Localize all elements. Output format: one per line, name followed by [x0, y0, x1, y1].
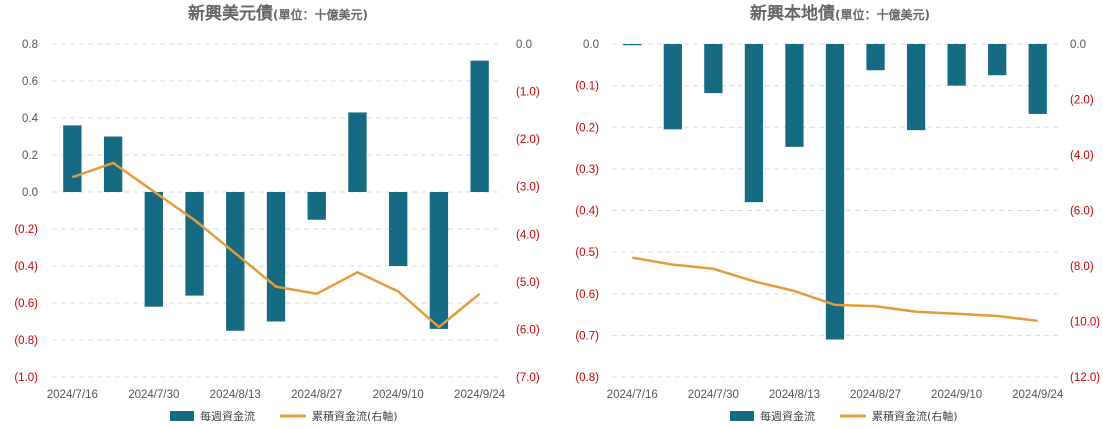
chart-title-main: 新興美元債	[188, 3, 273, 24]
right-axis-tick-label: (4.0)	[516, 229, 540, 241]
left-axis-tick-label: (0.2)	[14, 224, 38, 236]
left-axis-tick-label: (0.2)	[575, 122, 599, 134]
right-axis-tick-label: (2.0)	[516, 134, 540, 146]
left-axis-tick-label: (0.8)	[575, 372, 599, 384]
x-axis-tick-label: 2024/9/24	[1012, 389, 1064, 401]
weekly-flow-bar	[744, 44, 764, 203]
weekly-flow-bar	[947, 44, 966, 86]
weekly-flow-bar	[63, 125, 82, 192]
chart-title: 新興本地債(單位：十億美元)	[750, 3, 930, 24]
x-axis-tick-label: 2024/7/30	[128, 389, 179, 401]
legend-bar-label: 每週資金流	[760, 409, 815, 423]
legend: 每週資金流 累積資金流(右軸)	[730, 409, 958, 423]
right-axis-tick-label: (12.0)	[1070, 372, 1100, 384]
weekly-flow-bar	[825, 44, 845, 340]
x-axis-tick-label: 2024/8/27	[291, 389, 342, 401]
legend-bar-swatch	[730, 411, 754, 421]
weekly-flow-bar	[185, 192, 204, 296]
left-axis-tick-label: 0.0	[22, 187, 38, 199]
legend-line-label: 累積資金流(右軸)	[312, 409, 398, 423]
left-axis-tick-label: (0.4)	[575, 206, 599, 218]
chart-1: 新興美元債(單位：十億美元) 0.8 0.6 0.4 0.2 0.0 (0.2) (0.4) (…	[14, 3, 539, 423]
right-axis-tick-label: (7.0)	[516, 372, 540, 384]
right-axis-tick-label: 0.0	[1070, 39, 1086, 51]
x-axis-tick-label: 2024/7/30	[688, 389, 739, 401]
x-axis-tick-label: 2024/7/16	[607, 389, 658, 401]
weekly-flow-bar	[704, 44, 723, 94]
left-axis-tick-label: (0.7)	[575, 330, 599, 342]
left-axis-tick-label: (0.6)	[575, 289, 599, 301]
x-axis-tick-label: 2024/8/13	[210, 389, 261, 401]
right-axis-tick-label: (6.0)	[516, 324, 540, 336]
x-axis-tick-label: 2024/9/24	[454, 389, 506, 401]
cumulative-flow-line	[71, 161, 481, 329]
x-axis-tick-label: 2024/8/27	[850, 389, 901, 401]
weekly-flow-bar	[785, 44, 804, 147]
right-axis-tick-label: (10.0)	[1070, 317, 1100, 329]
left-axis-tick-label: (0.3)	[575, 164, 599, 176]
x-axis-tick-label: 2024/8/13	[769, 389, 820, 401]
left-axis-tick-label: (0.4)	[14, 261, 38, 273]
right-axis-tick-label: (5.0)	[516, 277, 540, 289]
weekly-flow-bar	[226, 192, 245, 331]
left-axis-tick-label: 0.2	[22, 150, 38, 162]
left-axis-tick-label: (0.1)	[575, 81, 599, 93]
right-axis-tick-label: (6.0)	[1070, 206, 1094, 218]
left-axis-tick-label: (0.6)	[14, 298, 38, 310]
chart-title: 新興美元債(單位：十億美元)	[188, 3, 368, 24]
chart-title-unit: (單位：十億美元)	[835, 7, 930, 22]
weekly-flow-bar	[144, 192, 163, 307]
chart-2: 新興本地債(單位：十億美元) 0.0 (0.1) (0.2) (0.3) (0.4) (0.…	[575, 3, 1100, 423]
left-axis-tick-label: (0.8)	[14, 335, 38, 347]
legend-line-label: 累積資金流(右軸)	[872, 409, 958, 423]
right-axis-tick-label: (3.0)	[516, 182, 540, 194]
weekly-flow-bar	[988, 44, 1007, 76]
weekly-flow-bar	[906, 44, 926, 131]
weekly-flow-bar	[623, 44, 642, 46]
weekly-flow-bar	[307, 192, 326, 220]
legend-bar-swatch	[170, 411, 194, 421]
right-axis-tick-label: (2.0)	[1070, 95, 1094, 107]
right-axis-tick-label: (1.0)	[516, 87, 540, 99]
right-axis-tick-label: (8.0)	[1070, 261, 1094, 273]
left-axis-tick-label: (1.0)	[14, 372, 38, 384]
x-axis-tick-label: 2024/9/10	[931, 389, 982, 401]
left-axis-tick-label: 0.6	[22, 76, 38, 88]
x-axis-tick-label: 2024/7/16	[47, 389, 98, 401]
legend: 每週資金流 累積資金流(右軸)	[170, 409, 398, 423]
weekly-flow-bar	[1028, 44, 1047, 114]
weekly-flow-bar	[470, 60, 489, 193]
cumulative-flow-line	[632, 256, 1038, 323]
left-axis-tick-label: 0.4	[22, 113, 39, 125]
left-axis-tick-label: 0.0	[583, 39, 599, 51]
x-axis-tick-label: 2024/9/10	[373, 389, 424, 401]
left-axis-tick-label: (0.5)	[575, 247, 599, 259]
weekly-flow-bar	[389, 192, 408, 266]
weekly-flow-bar	[663, 44, 682, 130]
right-axis-tick-label: 0.0	[516, 39, 532, 51]
legend-bar-label: 每週資金流	[200, 409, 255, 423]
weekly-flow-bar	[429, 192, 449, 329]
chart-title-unit: (單位：十億美元)	[273, 7, 368, 22]
right-axis-tick-label: (4.0)	[1070, 150, 1094, 162]
weekly-flow-bar	[866, 44, 885, 71]
weekly-flow-bar	[266, 192, 286, 322]
left-axis-tick-label: 0.8	[22, 39, 38, 51]
chart-title-main: 新興本地債	[750, 3, 835, 24]
weekly-flow-bar	[348, 112, 367, 192]
